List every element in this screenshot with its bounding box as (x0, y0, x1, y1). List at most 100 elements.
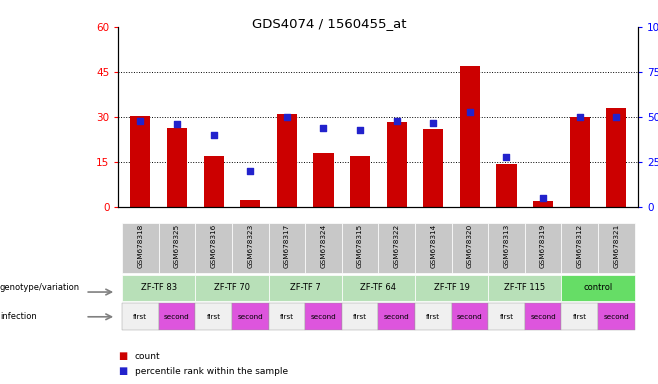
Bar (415, 275, 488, 301)
Bar (378, 303, 415, 330)
Point (318, 125, 329, 131)
Text: first: first (134, 314, 147, 320)
Bar (561, 223, 598, 273)
Bar (342, 303, 378, 330)
Bar (460, 66, 480, 207)
Bar (277, 114, 297, 207)
Text: GSM678319: GSM678319 (540, 224, 546, 268)
Bar (167, 127, 187, 207)
Point (245, 168, 255, 174)
Text: second: second (384, 314, 409, 320)
Point (392, 118, 402, 124)
Bar (159, 223, 195, 273)
Text: GSM678315: GSM678315 (357, 224, 363, 268)
Point (501, 154, 512, 160)
Point (428, 119, 438, 126)
Bar (451, 303, 488, 330)
Bar (122, 223, 159, 273)
Text: second: second (164, 314, 190, 320)
Text: GSM678322: GSM678322 (393, 224, 399, 268)
Text: GSM678324: GSM678324 (320, 224, 326, 268)
Bar (159, 303, 195, 330)
Text: ■: ■ (118, 351, 128, 361)
Bar (570, 117, 590, 207)
Bar (533, 201, 553, 207)
Text: ZF-TF 19: ZF-TF 19 (434, 283, 470, 293)
Bar (232, 303, 268, 330)
Bar (313, 153, 334, 207)
Bar (195, 223, 232, 273)
Bar (305, 223, 342, 273)
Text: ZF-TF 64: ZF-TF 64 (361, 283, 396, 293)
Bar (606, 108, 626, 207)
Text: second: second (457, 314, 483, 320)
Text: ZF-TF 83: ZF-TF 83 (141, 283, 177, 293)
Bar (378, 223, 415, 273)
Text: GSM678316: GSM678316 (211, 224, 216, 268)
Text: first: first (280, 314, 294, 320)
Bar (195, 275, 268, 301)
Bar (232, 223, 268, 273)
Text: GSM678313: GSM678313 (503, 224, 509, 268)
Text: first: first (207, 314, 220, 320)
Text: second: second (530, 314, 556, 320)
Point (282, 114, 292, 120)
Bar (342, 275, 415, 301)
Bar (423, 129, 443, 207)
Bar (203, 156, 224, 207)
Point (355, 127, 365, 133)
Text: genotype/variation: genotype/variation (0, 283, 80, 293)
Point (209, 132, 219, 138)
Point (574, 114, 585, 120)
Text: ■: ■ (118, 366, 128, 376)
Text: percentile rank within the sample: percentile rank within the sample (135, 367, 288, 376)
Text: GSM678317: GSM678317 (284, 224, 290, 268)
Text: GSM678318: GSM678318 (138, 224, 143, 268)
Text: GSM678321: GSM678321 (613, 224, 619, 268)
Text: ZF-TF 7: ZF-TF 7 (290, 283, 320, 293)
Bar (451, 223, 488, 273)
Bar (525, 303, 561, 330)
Text: GSM678323: GSM678323 (247, 224, 253, 268)
Bar (305, 303, 342, 330)
Text: second: second (603, 314, 629, 320)
Point (611, 114, 622, 120)
Bar (122, 275, 195, 301)
Point (465, 109, 475, 115)
Point (538, 195, 548, 201)
Text: first: first (572, 314, 587, 320)
Text: ZF-TF 115: ZF-TF 115 (504, 283, 545, 293)
Text: count: count (135, 352, 161, 361)
Bar (268, 223, 305, 273)
Text: GSM678325: GSM678325 (174, 224, 180, 268)
Bar (240, 200, 261, 207)
Bar (122, 303, 159, 330)
Bar (268, 275, 342, 301)
Bar (488, 303, 525, 330)
Bar (268, 303, 305, 330)
Bar (415, 223, 451, 273)
Text: GSM678320: GSM678320 (467, 224, 473, 268)
Text: first: first (426, 314, 440, 320)
Bar (350, 156, 370, 207)
Text: first: first (353, 314, 367, 320)
Text: second: second (238, 314, 263, 320)
Point (172, 121, 182, 127)
Bar (561, 303, 598, 330)
Bar (598, 303, 634, 330)
Point (135, 118, 145, 124)
Bar (387, 122, 407, 207)
Text: second: second (311, 314, 336, 320)
Text: ZF-TF 70: ZF-TF 70 (214, 283, 250, 293)
Bar (561, 275, 634, 301)
Text: first: first (499, 314, 513, 320)
Text: GSM678312: GSM678312 (576, 224, 583, 268)
Bar (342, 223, 378, 273)
Bar (598, 223, 634, 273)
Bar (496, 164, 517, 207)
Text: control: control (584, 283, 613, 293)
Text: infection: infection (0, 312, 37, 321)
Bar (488, 223, 525, 273)
Text: GSM678314: GSM678314 (430, 224, 436, 268)
Bar (525, 223, 561, 273)
